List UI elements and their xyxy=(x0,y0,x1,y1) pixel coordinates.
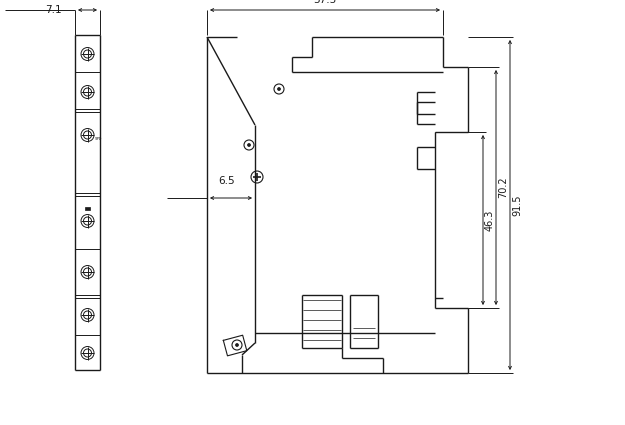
Circle shape xyxy=(236,343,239,346)
Circle shape xyxy=(248,144,251,147)
Text: 57.3: 57.3 xyxy=(313,0,337,5)
Circle shape xyxy=(278,88,281,91)
Text: 91.5: 91.5 xyxy=(512,194,522,216)
Text: 70.2: 70.2 xyxy=(498,177,508,198)
Text: 46.3: 46.3 xyxy=(485,210,495,231)
Bar xyxy=(85,207,90,210)
Text: 7.1: 7.1 xyxy=(45,5,61,15)
Text: SPD: SPD xyxy=(94,137,102,141)
Text: 6.5: 6.5 xyxy=(219,176,235,186)
